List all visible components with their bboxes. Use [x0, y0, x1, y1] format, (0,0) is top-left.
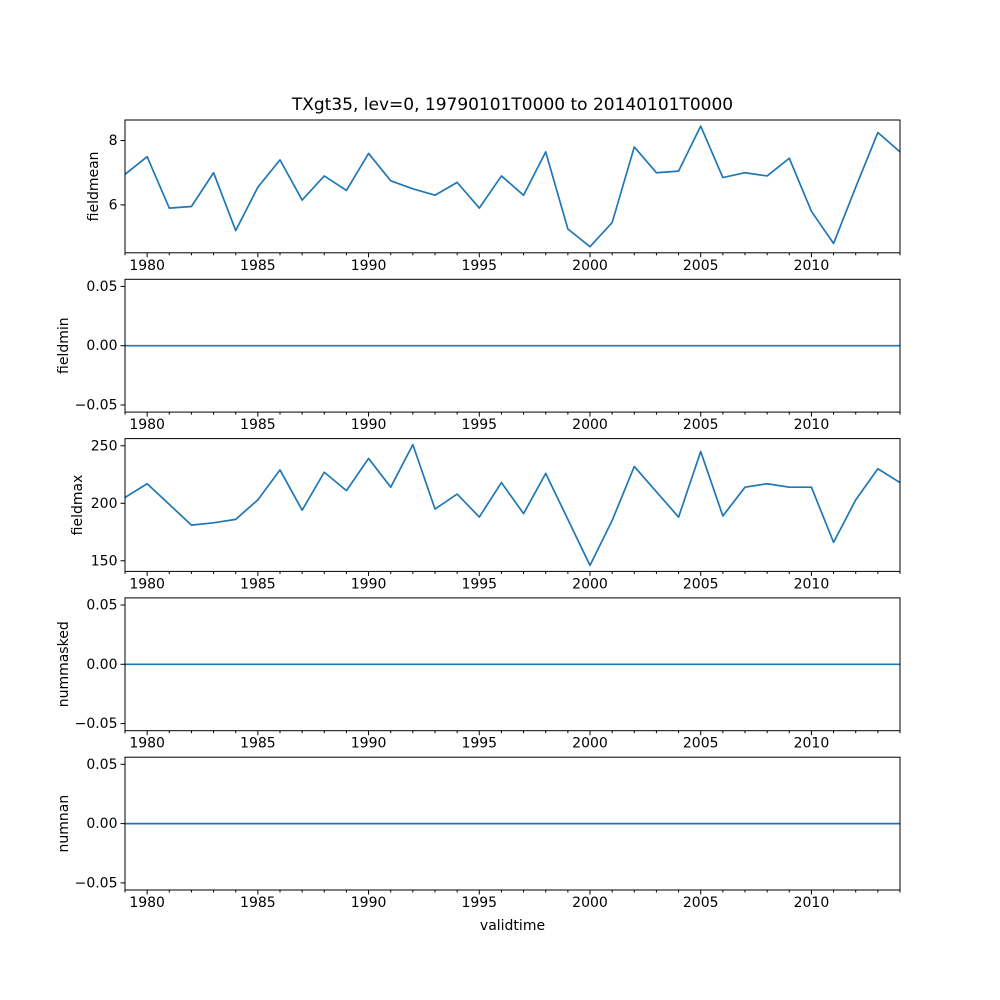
- y-tick-label: 150: [91, 553, 118, 569]
- y-tick-label: 250: [91, 438, 118, 454]
- x-tick-label: 2010: [794, 895, 830, 911]
- x-tick-label: 1995: [461, 258, 497, 274]
- y-tick-label: 0.05: [86, 279, 117, 295]
- data-line-fieldmean: [124, 125, 901, 248]
- x-tick-label: 1995: [461, 895, 497, 911]
- y-tick-label: 0.00: [86, 816, 117, 832]
- plot-frame-nummasked: [124, 597, 901, 732]
- figure-title: TXgt35, lev=0, 19790101T0000 to 20140101…: [291, 95, 733, 115]
- y-axis-label-numnan: numnan: [56, 795, 72, 853]
- y-axis-label-fieldmax: fieldmax: [70, 475, 86, 536]
- x-tick-label: 1985: [240, 258, 276, 274]
- y-tick-label: 0.00: [86, 657, 117, 673]
- y-tick-label: 0.00: [86, 338, 117, 354]
- x-tick-label: 1990: [351, 417, 387, 433]
- x-tick-label: 1995: [461, 417, 497, 433]
- y-tick-label: 6: [109, 197, 118, 213]
- x-tick-label: 2000: [572, 258, 608, 274]
- y-axis-label-fieldmean: fieldmean: [86, 151, 102, 221]
- x-tick-label: 2000: [572, 736, 608, 752]
- x-tick-label: 2005: [683, 417, 719, 433]
- y-tick-label: −0.05: [75, 875, 118, 891]
- x-tick-label: 2005: [683, 576, 719, 592]
- x-tick-label: 2005: [683, 895, 719, 911]
- plot-frame-fieldmin: [124, 278, 901, 413]
- x-tick-label: 2010: [794, 576, 830, 592]
- subplot-numnan: 1980 1985 1990 1995 2000 2005 2010 0.05 0.00 −0.0…: [56, 756, 901, 911]
- x-tick-label: 1990: [351, 576, 387, 592]
- subplot-fieldmean: 1980 1985 1990 1995 2000 2005 2010 6 8 fieldmean: [86, 119, 901, 274]
- subplot-fieldmax: 1980 1985 1990 1995 2000 2005 2010 150 200 250 fie…: [70, 438, 901, 592]
- x-tick-label: 2010: [794, 258, 830, 274]
- y-tick-label: −0.05: [75, 716, 118, 732]
- x-tick-label: 1985: [240, 417, 276, 433]
- x-tick-label: 1980: [129, 576, 165, 592]
- x-tick-label: 1985: [240, 736, 276, 752]
- data-line-fieldmax: [124, 443, 901, 567]
- x-tick-label: 1995: [461, 576, 497, 592]
- x-tick-label: 1980: [129, 258, 165, 274]
- x-tick-label: 1980: [129, 895, 165, 911]
- y-tick-label: 0.05: [86, 598, 117, 614]
- x-tick-label: 2000: [572, 895, 608, 911]
- x-tick-label: 2010: [794, 417, 830, 433]
- y-axis-label-fieldmin: fieldmin: [56, 317, 72, 374]
- x-tick-label: 2000: [572, 576, 608, 592]
- y-axis-label-nummasked: nummasked: [56, 621, 72, 707]
- x-tick-label: 1995: [461, 736, 497, 752]
- subplot-nummasked: 1980 1985 1990 1995 2000 2005 2010 0.05 0.00 −0.0…: [56, 597, 901, 752]
- x-tick-label: 1980: [129, 417, 165, 433]
- subplots-group: 1980 1985 1990 1995 2000 2005 201068fieldmean1…: [56, 119, 901, 911]
- plot-frame-fieldmax: [124, 438, 901, 572]
- y-tick-label: 8: [109, 133, 118, 149]
- x-tick-label: 1980: [129, 736, 165, 752]
- x-tick-label: 1990: [351, 895, 387, 911]
- y-tick-label: 200: [91, 496, 118, 512]
- x-tick-label: 2005: [683, 258, 719, 274]
- y-tick-label: −0.05: [75, 397, 118, 413]
- subplot-fieldmin: 1980 1985 1990 1995 2000 2005 2010 0.05 0.00 −0.0…: [56, 278, 901, 433]
- x-tick-label: 1990: [351, 736, 387, 752]
- y-tick-label: 0.05: [86, 757, 117, 773]
- plot-frame-fieldmean: [124, 119, 901, 254]
- x-axis-label: validtime: [480, 918, 545, 934]
- x-tick-label: 1985: [240, 576, 276, 592]
- x-tick-label: 2010: [794, 736, 830, 752]
- plot-frame-numnan: [124, 756, 901, 891]
- x-tick-label: 1985: [240, 895, 276, 911]
- x-tick-label: 1990: [351, 258, 387, 274]
- x-tick-label: 2005: [683, 736, 719, 752]
- x-tick-label: 2000: [572, 417, 608, 433]
